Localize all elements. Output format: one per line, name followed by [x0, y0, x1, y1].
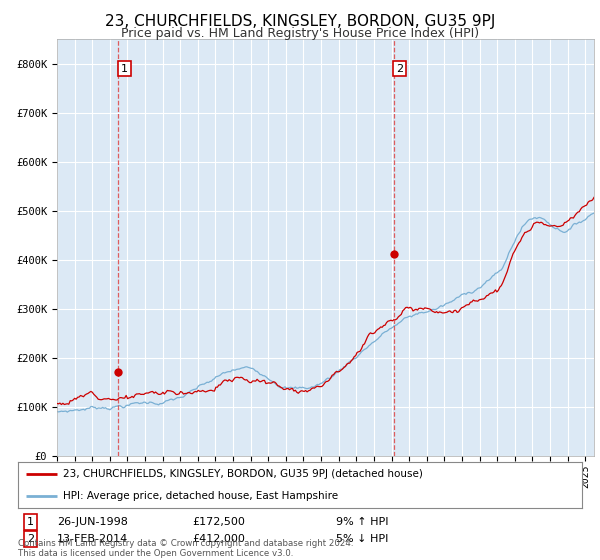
Text: 23, CHURCHFIELDS, KINGSLEY, BORDON, GU35 9PJ (detached house): 23, CHURCHFIELDS, KINGSLEY, BORDON, GU35…	[63, 469, 423, 479]
Text: 5% ↓ HPI: 5% ↓ HPI	[336, 534, 388, 544]
Text: 23, CHURCHFIELDS, KINGSLEY, BORDON, GU35 9PJ: 23, CHURCHFIELDS, KINGSLEY, BORDON, GU35…	[105, 14, 495, 29]
Text: 2: 2	[396, 64, 403, 74]
Text: HPI: Average price, detached house, East Hampshire: HPI: Average price, detached house, East…	[63, 491, 338, 501]
Text: 13-FEB-2014: 13-FEB-2014	[57, 534, 128, 544]
Text: 1: 1	[27, 517, 34, 527]
Text: 26-JUN-1998: 26-JUN-1998	[57, 517, 128, 527]
Text: 2: 2	[27, 534, 34, 544]
Text: 9% ↑ HPI: 9% ↑ HPI	[336, 517, 389, 527]
Text: Contains HM Land Registry data © Crown copyright and database right 2024.
This d: Contains HM Land Registry data © Crown c…	[18, 539, 353, 558]
Text: £412,000: £412,000	[192, 534, 245, 544]
Text: 1: 1	[121, 64, 128, 74]
Text: £172,500: £172,500	[192, 517, 245, 527]
Text: Price paid vs. HM Land Registry's House Price Index (HPI): Price paid vs. HM Land Registry's House …	[121, 27, 479, 40]
